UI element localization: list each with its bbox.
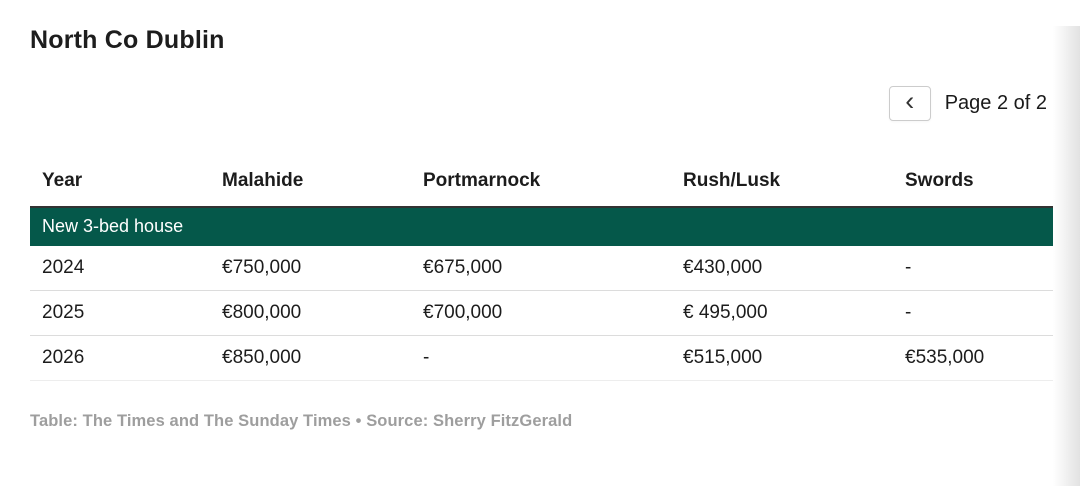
cell-swords: - (905, 290, 1053, 336)
page-indicator: Page 2 of 2 (944, 91, 1047, 114)
table-embed: North Co Dublin ‹ Page 2 of 2 Year Malah… (0, 26, 1080, 486)
column-header-swords: Swords (905, 164, 1053, 208)
table-row: 2024 €750,000 €675,000 €430,000 - (30, 246, 1053, 291)
column-header-year: Year (30, 164, 222, 208)
table-header-row: Year Malahide Portmarnock Rush/Lusk Swor… (30, 164, 1053, 208)
cell-rush-lusk: €430,000 (683, 246, 905, 291)
property-price-table: Year Malahide Portmarnock Rush/Lusk Swor… (30, 164, 1053, 381)
attribution-footer: Table: The Times and The Sunday Times • … (30, 412, 573, 430)
cell-year: 2025 (30, 290, 222, 336)
cell-malahide: €850,000 (222, 335, 423, 381)
cell-swords: - (905, 246, 1053, 291)
table-row: 2026 €850,000 - €515,000 €535,000 (30, 335, 1053, 381)
column-header-portmarnock: Portmarnock (423, 164, 683, 208)
cell-portmarnock: €700,000 (423, 290, 683, 336)
section-header-row: New 3-bed house (30, 207, 1053, 246)
cell-rush-lusk: €515,000 (683, 335, 905, 381)
page-title: North Co Dublin (30, 26, 225, 54)
column-header-malahide: Malahide (222, 164, 423, 208)
cell-portmarnock: €675,000 (423, 246, 683, 291)
cell-rush-lusk: € 495,000 (683, 290, 905, 336)
cell-swords: €535,000 (905, 335, 1053, 381)
pagination: ‹ Page 2 of 2 (0, 85, 1047, 121)
cell-malahide: €750,000 (222, 246, 423, 291)
previous-page-button[interactable]: ‹ (888, 85, 931, 121)
cell-portmarnock: - (423, 335, 683, 381)
cell-year: 2026 (30, 335, 222, 381)
section-header-label: New 3-bed house (30, 207, 1053, 246)
cell-year: 2024 (30, 246, 222, 291)
chevron-left-icon: ‹ (905, 85, 915, 116)
table-row: 2025 €800,000 €700,000 € 495,000 - (30, 290, 1053, 336)
cell-malahide: €800,000 (222, 290, 423, 336)
column-header-rush-lusk: Rush/Lusk (683, 164, 905, 208)
